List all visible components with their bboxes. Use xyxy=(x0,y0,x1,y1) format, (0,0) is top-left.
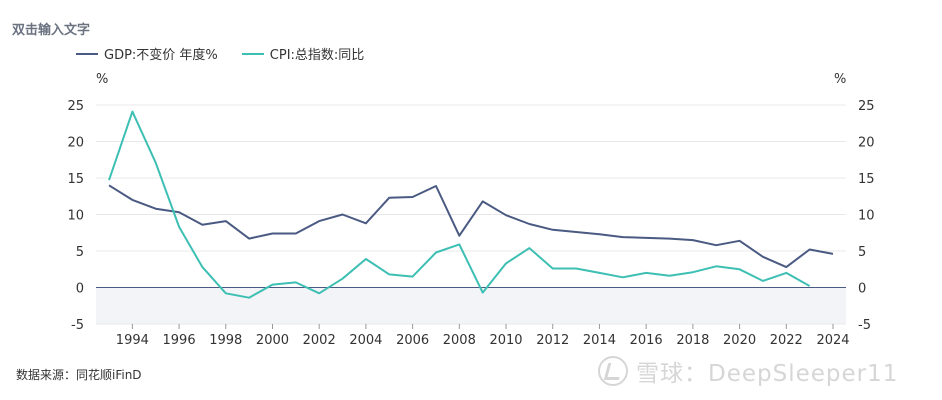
y-tick-label-right: 25 xyxy=(858,99,875,114)
x-tick-label: 2010 xyxy=(489,333,522,348)
x-tick-label: 2024 xyxy=(816,333,849,348)
watermark: 雪球：DeepSleeper11 xyxy=(598,354,898,388)
y-tick-label-right: 20 xyxy=(858,136,875,151)
y-tick-label-left: 25 xyxy=(67,99,84,114)
y-tick-label-left: -5 xyxy=(71,318,84,333)
legend-item-gdp[interactable]: GDP:不变价 年度% xyxy=(76,44,218,63)
y-tick-label-right: 10 xyxy=(858,209,875,224)
x-tick-label: 2008 xyxy=(443,333,476,348)
series-line-gdp xyxy=(108,184,834,269)
y-tick-label-left: 20 xyxy=(67,136,84,151)
x-tick-label: 2012 xyxy=(536,333,569,348)
y-tick-label-left: 5 xyxy=(76,245,84,260)
x-tick-label: 2004 xyxy=(349,333,382,348)
snowball-logo-icon xyxy=(598,356,628,386)
x-tick-label: 2016 xyxy=(630,333,663,348)
x-tick-label: 2018 xyxy=(676,333,709,348)
y-axis-unit-left: % xyxy=(96,72,108,87)
series-line-cpi xyxy=(108,110,811,299)
legend-swatch-gdp xyxy=(76,52,98,55)
x-tick-label: 2020 xyxy=(723,333,756,348)
y-tick-label-right: 0 xyxy=(858,282,866,297)
x-tick-label: 1994 xyxy=(116,333,149,348)
x-tick-label: 1996 xyxy=(163,333,196,348)
x-tick-label: 2014 xyxy=(583,333,616,348)
y-tick-label-right: 15 xyxy=(858,172,875,187)
legend-swatch-cpi xyxy=(241,52,264,55)
y-tick-label-left: 0 xyxy=(76,282,84,297)
chart-legend: GDP:不变价 年度% CPI:总指数:同比 xyxy=(76,44,388,63)
x-tick-label: 1998 xyxy=(209,333,242,348)
y-tick-label-right: -5 xyxy=(858,318,871,333)
watermark-text: 雪球：DeepSleeper11 xyxy=(636,361,899,387)
legend-item-cpi[interactable]: CPI:总指数:同比 xyxy=(241,44,365,63)
data-source: 数据来源：同花顺iFinD xyxy=(16,368,142,382)
y-tick-label-right: 5 xyxy=(858,245,866,260)
legend-label-gdp: GDP:不变价 年度% xyxy=(104,48,218,63)
legend-label-cpi: CPI:总指数:同比 xyxy=(269,48,365,63)
x-tick-label: 2000 xyxy=(256,333,289,348)
y-tick-label-left: 15 xyxy=(67,172,84,187)
x-tick-label: 2006 xyxy=(396,333,429,348)
y-tick-label-left: 10 xyxy=(67,209,84,224)
negative-band xyxy=(96,287,846,324)
x-tick-label: 2022 xyxy=(770,333,803,348)
x-tick-label: 2002 xyxy=(303,333,336,348)
chart-title[interactable]: 双击输入文字 xyxy=(12,23,91,38)
y-axis-unit-right: % xyxy=(834,72,846,87)
